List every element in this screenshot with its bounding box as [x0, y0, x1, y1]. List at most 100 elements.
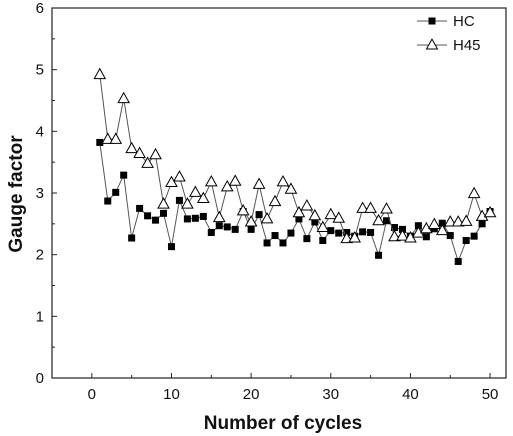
point [303, 235, 311, 243]
point [483, 205, 497, 218]
y-tick-label: 6 [36, 0, 44, 17]
point [101, 132, 115, 144]
legend-item-hc: HC [417, 13, 475, 30]
y-tick-label: 4 [36, 123, 44, 140]
point [212, 210, 226, 223]
y-tick-label: 2 [36, 247, 44, 264]
point [276, 174, 290, 187]
point [327, 227, 335, 235]
x-tick-label: 10 [163, 386, 180, 403]
point [255, 211, 263, 219]
point [383, 217, 391, 225]
point [263, 239, 271, 247]
point [128, 234, 136, 242]
point [311, 218, 319, 226]
point [284, 182, 298, 194]
point [165, 175, 178, 188]
point [228, 174, 242, 186]
series-h45 [93, 67, 497, 244]
legend-label: H45 [453, 37, 481, 54]
point [300, 199, 314, 211]
point [308, 208, 322, 221]
point [443, 215, 457, 227]
point [364, 201, 377, 213]
point [470, 232, 478, 240]
point [181, 197, 194, 209]
point [340, 231, 354, 244]
point [268, 194, 282, 207]
point [359, 228, 367, 236]
point [173, 170, 186, 182]
y-tick-label: 0 [36, 370, 44, 387]
y-tick-label: 3 [36, 185, 44, 202]
point [260, 211, 274, 224]
point [104, 197, 112, 205]
x-tick-label: 50 [482, 386, 499, 403]
point [157, 197, 170, 209]
point [189, 185, 202, 197]
point [319, 236, 327, 244]
point [144, 212, 152, 220]
point [414, 222, 422, 230]
x-tick-label: 0 [88, 386, 96, 403]
point [125, 141, 138, 154]
point [152, 216, 160, 224]
x-tick-label: 30 [322, 386, 339, 403]
series-layer [93, 67, 497, 265]
point [96, 138, 104, 146]
point [451, 215, 465, 227]
point [454, 257, 462, 265]
point [467, 186, 481, 199]
point [160, 209, 168, 217]
legend-label: HC [453, 13, 475, 30]
point [223, 223, 231, 231]
point [236, 203, 250, 216]
point [388, 229, 401, 242]
x-tick-label: 20 [243, 386, 260, 403]
point [204, 174, 218, 187]
point [478, 220, 486, 228]
point [425, 38, 439, 50]
point [167, 243, 175, 251]
point [348, 231, 362, 243]
point [332, 211, 346, 223]
point [109, 132, 123, 144]
point [375, 251, 383, 259]
point [279, 239, 287, 247]
point [316, 220, 330, 233]
point [191, 214, 199, 222]
point [112, 188, 120, 196]
point [446, 232, 454, 240]
y-tick-label: 1 [36, 308, 44, 325]
point [196, 191, 210, 204]
point [252, 177, 266, 189]
y-tick-label: 5 [36, 62, 44, 79]
point [120, 171, 128, 179]
point [244, 215, 258, 227]
x-axis-title: Number of cycles [204, 413, 362, 434]
axis-ticks: 0 10 20 30 40 50 0 1 2 3 4 5 6 [36, 0, 499, 403]
point [271, 232, 279, 240]
point [220, 179, 234, 192]
point [435, 223, 449, 236]
point [207, 228, 215, 236]
point [459, 214, 473, 226]
point [183, 215, 191, 223]
point [422, 233, 430, 241]
y-axis-title: Gauge factor [6, 135, 27, 253]
point [133, 146, 146, 159]
point [335, 229, 343, 237]
point [390, 224, 398, 232]
point [93, 67, 107, 80]
point [247, 225, 255, 233]
legend-item-h45: H45 [417, 37, 481, 54]
point [117, 91, 131, 104]
point [231, 225, 239, 233]
point [427, 217, 441, 229]
point [372, 213, 385, 226]
legend: HC H45 [417, 13, 481, 54]
point [287, 229, 295, 237]
point [136, 204, 144, 212]
point [380, 202, 393, 214]
